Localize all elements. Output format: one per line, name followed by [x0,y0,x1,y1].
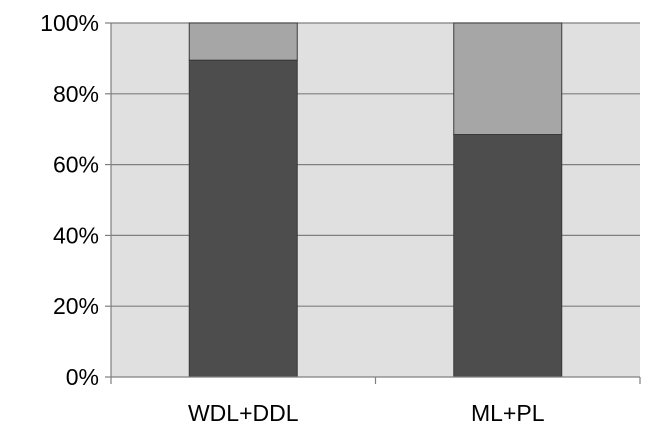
category-label-ml-pl: ML+PL [471,400,545,426]
y-tick-label: 60% [53,152,99,178]
y-tick-label: 40% [53,222,99,248]
y-tick-label: 20% [53,293,99,319]
y-tick-label: 0% [66,364,99,390]
bar-segment-wdl-ddl-series-2 [188,22,298,61]
bars [188,22,563,378]
category-label-wdl-ddl: WDL+DDL [188,400,299,426]
bar-segment-ml-pl-series-1 [453,134,563,378]
y-tick-label: 100% [40,10,99,36]
bar-segment-ml-pl-series-2 [453,22,563,136]
x-category-labels: WDL+DDL ML+PL [188,400,545,426]
y-tick-label: 80% [53,81,99,107]
bar-segment-wdl-ddl-series-1 [188,59,298,378]
y-tick-labels: 0% 20% 40% 60% 80% 100% [40,10,99,390]
axes [105,22,641,384]
